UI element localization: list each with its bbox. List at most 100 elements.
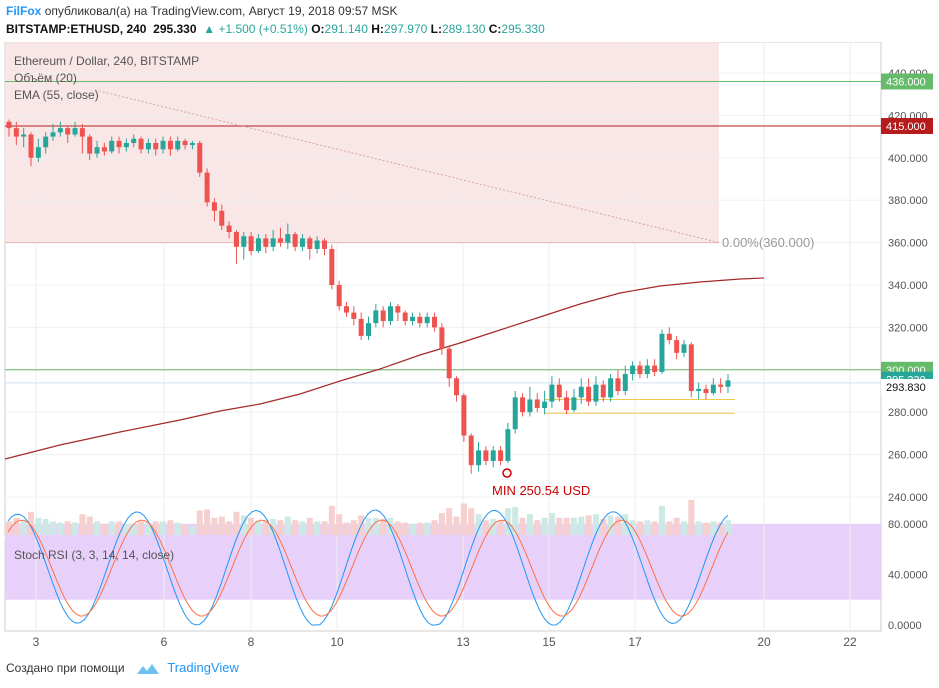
candle-body (454, 378, 460, 396)
volume-bar (13, 517, 20, 535)
volume-bar (138, 521, 145, 535)
volume-bar (57, 522, 64, 535)
time-tick: 8 (248, 635, 255, 649)
volume-bar (534, 520, 541, 535)
volume-bar (688, 499, 695, 535)
volume-bar (42, 519, 49, 535)
candle-body (622, 374, 628, 391)
candle-body (512, 397, 518, 430)
candle-body (336, 285, 342, 307)
up-arrow-icon: ▲ (203, 22, 216, 36)
candle-body (498, 450, 504, 461)
time-tick: 10 (330, 635, 344, 649)
volume-bar (673, 517, 680, 535)
volume-bar (475, 514, 482, 535)
candle-body (461, 395, 467, 436)
badge-436-bg (881, 73, 933, 90)
badge-293: 293.830 (886, 382, 926, 394)
volume-bar (614, 516, 621, 535)
price-tick: 280.000 (888, 407, 928, 419)
volume-bar (394, 521, 401, 535)
tradingview-brand[interactable]: TradingView (167, 660, 239, 675)
time-tick: 13 (456, 635, 470, 649)
candle-body (167, 140, 173, 150)
volume-bar (182, 525, 189, 535)
candle-body (72, 128, 78, 135)
candle-body (410, 316, 416, 322)
close-label: C: (488, 22, 502, 36)
volume-bar (189, 526, 196, 535)
candle-body (263, 238, 269, 247)
legend-volume: Объём (20) (14, 71, 77, 85)
volume-bar (446, 508, 453, 535)
volume-bar (130, 523, 137, 535)
candle-body (343, 306, 349, 313)
volume-bar (292, 520, 299, 535)
candle-body (564, 397, 570, 411)
low-label: L: (430, 22, 442, 36)
stoch-band (5, 523, 881, 600)
candle-body (373, 310, 379, 324)
ema-line (4, 277, 765, 460)
time-tick: 17 (628, 635, 642, 649)
candle-body (248, 236, 254, 252)
candle-body (380, 310, 386, 322)
legend-stoch: Stoch RSI (3, 3, 14, 14, close) (14, 548, 174, 562)
candle-body (28, 134, 34, 158)
author-name[interactable]: FilFox (6, 4, 42, 18)
volume-bar (108, 521, 115, 535)
candle-body (182, 140, 188, 146)
volume-bar (174, 522, 181, 535)
created-with: Создано при помощи (6, 661, 125, 675)
candle-body (666, 333, 672, 341)
volume-bar (101, 523, 108, 535)
volume-bar (438, 513, 445, 535)
candle-body (424, 316, 430, 324)
badge-415: 415.000 (886, 121, 926, 133)
candle-body (233, 232, 239, 247)
publish-info: FilFox опубликовал(а) на TradingView.com… (6, 4, 398, 18)
close-value: 295.330 (501, 22, 545, 36)
candle-body (116, 140, 122, 148)
min-label: MIN 250.54 USD (492, 483, 590, 498)
candle-body (123, 142, 129, 148)
tradingview-logo-icon (136, 663, 159, 674)
candle-body (688, 344, 694, 391)
price-change: +1.500 (+0.51%) (218, 22, 308, 36)
volume-bar (512, 507, 519, 535)
low-value: 289.130 (442, 22, 486, 36)
volume-bar (658, 505, 665, 535)
candle-body (153, 142, 159, 150)
volume-bar (79, 514, 86, 535)
volume-bar (152, 521, 159, 535)
candle-body (483, 450, 489, 461)
candle-body (211, 202, 217, 211)
candle-body (608, 378, 614, 398)
volume-bar (270, 519, 277, 535)
ohlc-line: BITSTAMP:ETHUSD, 240 295.330 ▲ +1.500 (+… (6, 22, 545, 36)
candle-body (358, 318, 364, 336)
volume-bar (666, 521, 673, 535)
candle-body (145, 142, 151, 150)
candle-body (644, 365, 650, 375)
candle-body (292, 234, 298, 247)
candle-body (21, 134, 27, 137)
stoch-tick: 0.0000 (888, 620, 922, 632)
candle-body (505, 429, 511, 461)
volume-bar (592, 514, 599, 535)
time-tick: 20 (757, 635, 771, 649)
high-label: H: (371, 22, 384, 36)
volume-bar (490, 519, 497, 535)
candle-body (57, 128, 63, 133)
candle-body (307, 238, 313, 249)
volume-bar (306, 517, 313, 535)
candle-body (109, 140, 115, 152)
volume-bar (600, 519, 607, 535)
volume-bar (725, 520, 731, 535)
time-tick: 22 (843, 635, 857, 649)
volume-bar (563, 517, 570, 535)
candle-body (681, 344, 687, 353)
price-chart[interactable]: 240.000260.000280.000300.000320.000340.0… (0, 42, 939, 657)
volume-bar (585, 515, 592, 535)
volume-bar (64, 521, 71, 535)
